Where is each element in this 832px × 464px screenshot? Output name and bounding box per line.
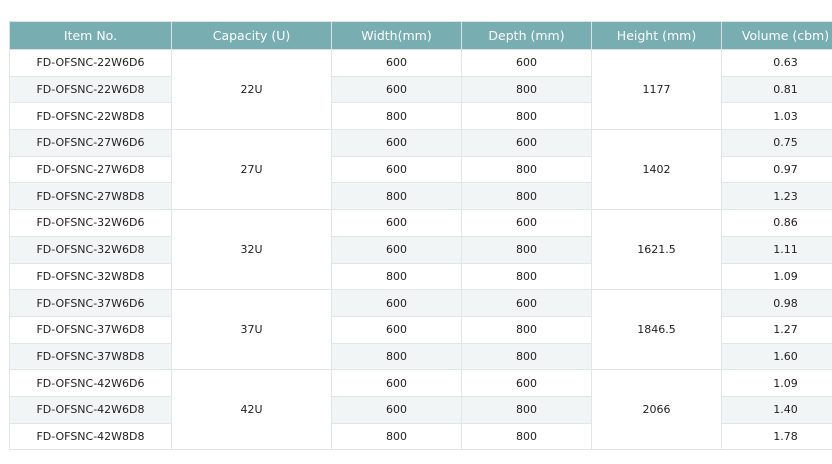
table-row: FD-OFSNC-22W6D8 600 800 0.81 (9, 75, 832, 104)
header-item-no: Item No. (9, 21, 172, 50)
table-row: FD-OFSNC-42W8D8 800 800 1.78 (9, 422, 832, 451)
table-row: FD-OFSNC-42W6D8 600 800 1.40 (9, 395, 832, 424)
depth-cell: 800 (461, 315, 592, 344)
width-cell: 600 (331, 289, 462, 317)
header-capacity: Capacity (U) (171, 21, 332, 50)
table-row: FD-OFSNC-37W6D6 37U 600 600 1846.5 0.98 (9, 289, 832, 371)
depth-cell: 600 (461, 289, 592, 317)
table-row: FD-OFSNC-32W8D8 800 800 1.09 (9, 262, 832, 291)
width-cell: 600 (331, 209, 462, 237)
item-no-cell: FD-OFSNC-37W6D8 (9, 315, 172, 344)
header-width: Width(mm) (331, 21, 462, 50)
volume-cell: 1.23 (721, 182, 832, 211)
item-no-cell: FD-OFSNC-27W8D8 (9, 182, 172, 211)
volume-cell: 1.09 (721, 369, 832, 397)
item-no-cell: FD-OFSNC-42W8D8 (9, 422, 172, 451)
height-cell: 1402 (591, 129, 722, 211)
table-row: FD-OFSNC-37W6D8 600 800 1.27 (9, 315, 832, 344)
depth-cell: 600 (461, 129, 592, 157)
volume-cell: 0.86 (721, 209, 832, 237)
item-no-cell: FD-OFSNC-42W6D6 (9, 369, 172, 397)
depth-cell: 800 (461, 262, 592, 291)
table-row: FD-OFSNC-22W6D6 22U 600 600 1177 0.63 (9, 48, 832, 131)
depth-cell: 800 (461, 155, 592, 184)
table-row: FD-OFSNC-27W8D8 800 800 1.23 (9, 182, 832, 211)
table-row: FD-OFSNC-32W6D6 32U 600 600 1621.5 0.86 (9, 209, 832, 291)
height-cell: 1621.5 (591, 209, 722, 291)
item-no-cell: FD-OFSNC-32W6D6 (9, 209, 172, 237)
capacity-cell: 27U (171, 129, 332, 211)
spec-table: Item No. Capacity (U) Width(mm) Depth (m… (9, 21, 832, 451)
volume-cell: 0.75 (721, 129, 832, 157)
table-row: FD-OFSNC-32W6D8 600 800 1.11 (9, 235, 832, 264)
depth-cell: 600 (461, 49, 592, 77)
item-no-cell: FD-OFSNC-37W6D6 (9, 289, 172, 317)
depth-cell: 600 (461, 209, 592, 237)
item-no-cell: FD-OFSNC-22W8D8 (9, 102, 172, 131)
width-cell: 600 (331, 155, 462, 184)
item-no-cell: FD-OFSNC-27W6D6 (9, 129, 172, 157)
depth-cell: 800 (461, 75, 592, 104)
volume-cell: 1.78 (721, 422, 832, 451)
item-no-cell: FD-OFSNC-32W6D8 (9, 235, 172, 264)
table-row: FD-OFSNC-37W8D8 800 800 1.60 (9, 342, 832, 371)
volume-cell: 0.98 (721, 289, 832, 317)
width-cell: 600 (331, 369, 462, 397)
volume-cell: 1.03 (721, 102, 832, 131)
width-cell: 800 (331, 422, 462, 451)
height-cell: 1846.5 (591, 289, 722, 371)
depth-cell: 800 (461, 422, 592, 451)
volume-cell: 1.60 (721, 342, 832, 371)
volume-cell: 0.63 (721, 49, 832, 77)
width-cell: 800 (331, 102, 462, 131)
capacity-cell: 32U (171, 209, 332, 291)
depth-cell: 800 (461, 235, 592, 264)
capacity-cell: 22U (171, 48, 332, 131)
width-cell: 800 (331, 342, 462, 371)
header-height: Height (mm) (591, 21, 722, 50)
table-row: FD-OFSNC-42W6D6 42U 600 600 2066 1.09 (9, 369, 832, 451)
item-no-cell: FD-OFSNC-42W6D8 (9, 395, 172, 424)
width-cell: 600 (331, 395, 462, 424)
width-cell: 600 (331, 49, 462, 77)
height-cell: 2066 (591, 369, 722, 451)
width-cell: 800 (331, 182, 462, 211)
item-no-cell: FD-OFSNC-22W6D6 (9, 49, 172, 77)
depth-cell: 800 (461, 342, 592, 371)
volume-cell: 0.97 (721, 155, 832, 184)
table-body: FD-OFSNC-22W6D6 22U 600 600 1177 0.63 FD-OFSNC… (9, 48, 832, 451)
volume-cell: 1.40 (721, 395, 832, 424)
item-no-cell: FD-OFSNC-22W6D8 (9, 75, 172, 104)
volume-cell: 1.11 (721, 235, 832, 264)
depth-cell: 600 (461, 369, 592, 397)
width-cell: 600 (331, 129, 462, 157)
item-no-cell: FD-OFSNC-27W6D8 (9, 155, 172, 184)
height-cell: 1177 (591, 48, 722, 131)
width-cell: 800 (331, 262, 462, 291)
volume-cell: 0.81 (721, 75, 832, 104)
header-volume: Volume (cbm) (721, 21, 832, 50)
depth-cell: 800 (461, 395, 592, 424)
header-row: Item No. Capacity (U) Width(mm) Depth (m… (9, 21, 832, 50)
depth-cell: 800 (461, 102, 592, 131)
volume-cell: 1.27 (721, 315, 832, 344)
depth-cell: 800 (461, 182, 592, 211)
header-depth: Depth (mm) (461, 21, 592, 50)
table-row: FD-OFSNC-27W6D6 27U 600 600 1402 0.75 (9, 129, 832, 211)
item-no-cell: FD-OFSNC-32W8D8 (9, 262, 172, 291)
item-no-cell: FD-OFSNC-37W8D8 (9, 342, 172, 371)
width-cell: 600 (331, 75, 462, 104)
width-cell: 600 (331, 315, 462, 344)
capacity-cell: 37U (171, 289, 332, 371)
table-row: FD-OFSNC-22W8D8 800 800 1.03 (9, 102, 832, 131)
capacity-cell: 42U (171, 369, 332, 451)
volume-cell: 1.09 (721, 262, 832, 291)
width-cell: 600 (331, 235, 462, 264)
